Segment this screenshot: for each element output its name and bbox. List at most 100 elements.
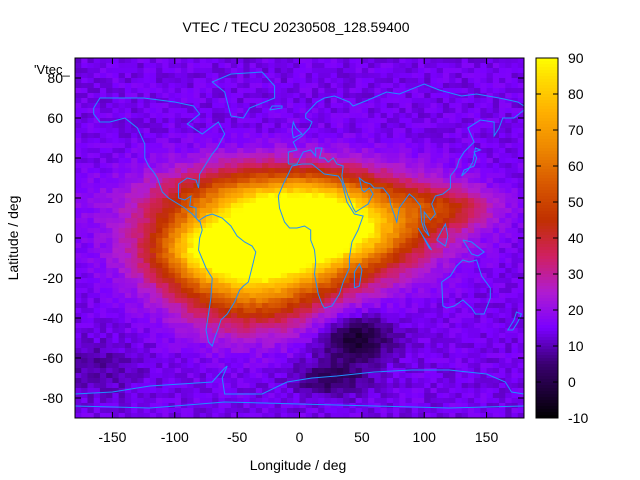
heatmap-cell — [112, 383, 120, 389]
heatmap-cell — [486, 278, 494, 284]
heatmap-cell — [81, 343, 88, 349]
heatmap-cell — [330, 343, 338, 349]
heatmap-cell — [243, 318, 251, 324]
heatmap-cell — [187, 78, 194, 84]
heatmap-cell — [374, 73, 381, 79]
heatmap-cell — [274, 198, 282, 204]
heatmap-cell — [368, 183, 375, 189]
heatmap-cell — [156, 78, 163, 84]
heatmap-cell — [262, 133, 269, 139]
heatmap-cell — [393, 323, 400, 329]
heatmap-cell — [480, 378, 487, 384]
heatmap-cell — [162, 128, 169, 134]
heatmap-cell — [318, 323, 325, 329]
heatmap-cell — [168, 128, 176, 134]
heatmap-cell — [224, 298, 232, 304]
heatmap-cell — [193, 373, 201, 379]
heatmap-cell — [168, 338, 176, 344]
heatmap-cell — [99, 273, 107, 279]
heatmap-cell — [411, 318, 419, 324]
heatmap-cell — [430, 308, 438, 314]
heatmap-cell — [380, 348, 388, 354]
heatmap-cell — [75, 323, 82, 329]
heatmap-cell — [505, 168, 512, 174]
heatmap-cell — [318, 238, 325, 244]
heatmap-cell — [311, 398, 319, 404]
heatmap-cell — [336, 313, 344, 319]
heatmap-cell — [393, 248, 400, 254]
heatmap-cell — [280, 83, 288, 89]
heatmap-cell — [386, 133, 394, 139]
heatmap-cell — [287, 298, 294, 304]
heatmap-cell — [374, 178, 381, 184]
heatmap-cell — [374, 248, 381, 254]
heatmap-cell — [311, 58, 319, 64]
heatmap-cell — [424, 138, 431, 144]
heatmap-cell — [205, 188, 213, 194]
heatmap-cell — [99, 228, 107, 234]
heatmap-cell — [81, 193, 88, 199]
heatmap-cell — [156, 308, 163, 314]
heatmap-cell — [287, 368, 294, 374]
heatmap-cell — [405, 318, 413, 324]
heatmap-cell — [318, 413, 325, 419]
heatmap-cell — [417, 363, 425, 369]
heatmap-cell — [205, 323, 213, 329]
heatmap-cell — [386, 348, 394, 354]
heatmap-cell — [81, 378, 88, 384]
heatmap-cell — [411, 203, 419, 209]
heatmap-cell — [411, 198, 419, 204]
heatmap-cell — [474, 298, 481, 304]
heatmap-cell — [324, 328, 332, 334]
heatmap-cell — [374, 328, 381, 334]
heatmap-cell — [212, 218, 219, 224]
heatmap-cell — [212, 173, 219, 179]
heatmap-cell — [149, 223, 157, 229]
heatmap-cell — [112, 228, 120, 234]
heatmap-cell — [455, 63, 463, 69]
heatmap-cell — [87, 318, 95, 324]
heatmap-cell — [75, 163, 82, 169]
heatmap-cell — [268, 298, 275, 304]
heatmap-cell — [118, 208, 126, 214]
heatmap-cell — [405, 113, 413, 119]
heatmap-cell — [187, 353, 194, 359]
heatmap-cell — [349, 173, 357, 179]
heatmap-cell — [436, 68, 444, 74]
heatmap-cell — [237, 123, 244, 129]
heatmap-cell — [249, 183, 257, 189]
heatmap-cell — [181, 388, 188, 394]
heatmap-cell — [467, 278, 475, 284]
heatmap-cell — [143, 353, 151, 359]
heatmap-cell — [293, 133, 300, 139]
heatmap-cell — [349, 138, 357, 144]
heatmap-cell — [205, 68, 213, 74]
heatmap-cell — [311, 348, 319, 354]
heatmap-cell — [361, 223, 369, 229]
heatmap-cell — [405, 338, 413, 344]
heatmap-cell — [287, 253, 294, 259]
heatmap-cell — [156, 393, 163, 399]
heatmap-cell — [143, 103, 151, 109]
heatmap-cell — [143, 238, 151, 244]
heatmap-cell — [474, 328, 481, 334]
heatmap-cell — [361, 73, 369, 79]
heatmap-cell — [168, 303, 176, 309]
heatmap-cell — [311, 188, 319, 194]
heatmap-cell — [318, 218, 325, 224]
heatmap-cell — [355, 373, 363, 379]
heatmap-cell — [87, 203, 95, 209]
heatmap-cell — [137, 178, 144, 184]
heatmap-cell — [112, 338, 120, 344]
heatmap-cell — [480, 128, 487, 134]
heatmap-cell — [349, 288, 357, 294]
heatmap-cell — [417, 113, 425, 119]
heatmap-cell — [374, 108, 381, 114]
heatmap-cell — [480, 168, 487, 174]
heatmap-cell — [143, 393, 151, 399]
heatmap-cell — [81, 133, 88, 139]
heatmap-cell — [374, 393, 381, 399]
heatmap-cell — [268, 348, 275, 354]
heatmap-cell — [280, 233, 288, 239]
